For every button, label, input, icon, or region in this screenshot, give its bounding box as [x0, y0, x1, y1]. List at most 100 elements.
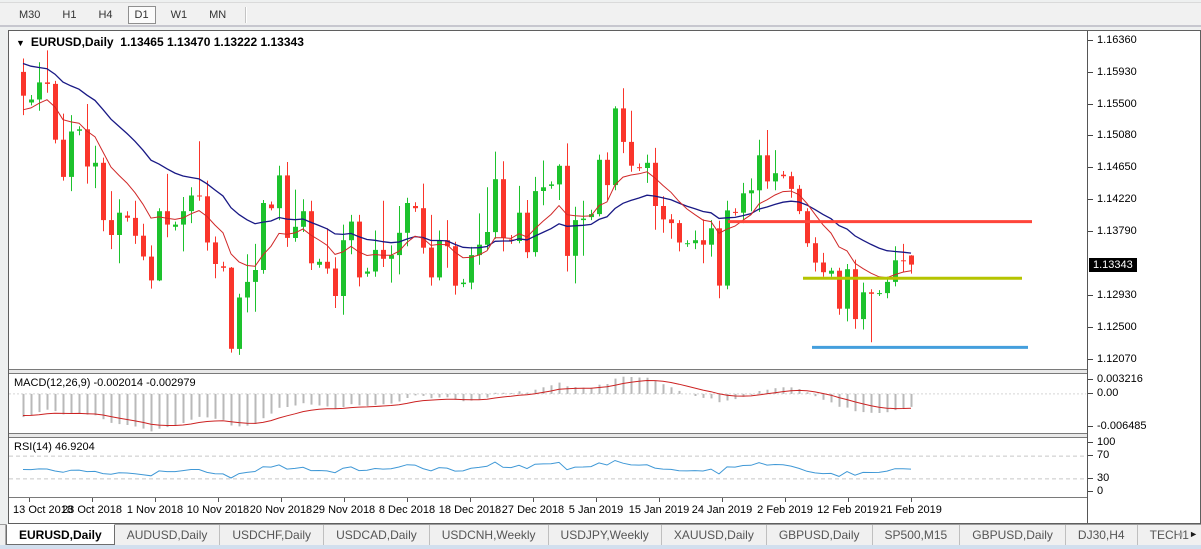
time-axis-label: 8 Dec 2018 [378, 504, 436, 516]
time-axis-label: 20 Nov 2018 [249, 504, 313, 516]
tabbar-left-notch [0, 525, 6, 545]
macd-signal-line [22, 379, 912, 426]
time-axis-tick [911, 498, 912, 502]
price-axis-label-tick [1088, 327, 1093, 329]
price-axis-label-tick [1088, 39, 1093, 41]
macd-panel[interactable]: MACD(12,26,9) -0.002014 -0.002979 [9, 373, 1088, 434]
tab-usdcad-daily[interactable]: USDCAD,Daily [324, 525, 430, 545]
price-axis-label: 1.15500 [1097, 97, 1137, 110]
macd-axis-label-tick [1088, 379, 1093, 380]
rsi-line [22, 459, 912, 479]
price-axis-label-tick [1088, 295, 1093, 297]
tab-scroll-left-icon[interactable]: ◄ [1175, 529, 1185, 539]
price-axis-label: 1.12500 [1097, 321, 1137, 334]
price-axis-label-tick [1088, 103, 1093, 105]
timeframe-button-w1[interactable]: W1 [170, 9, 188, 21]
price-axis-label-tick [1088, 199, 1093, 201]
tab-eurusd-daily[interactable]: EURUSD,Daily [6, 524, 115, 545]
macd-label: MACD(12,26,9) -0.002014 -0.002979 [14, 377, 196, 389]
time-axis-label: 27 Dec 2018 [501, 504, 565, 516]
price-axis-label-tick [1088, 359, 1093, 361]
price-axis-label: 1.12070 [1097, 353, 1137, 366]
price-axis-label: 1.12930 [1097, 289, 1137, 302]
time-axis-label: 12 Feb 2019 [817, 504, 879, 516]
ma-fast-line [22, 99, 912, 279]
rsi-panel[interactable]: RSI(14) 46.9204 [9, 437, 1088, 498]
rsi-axis-label-tick [1088, 455, 1093, 457]
macd-axis-label-tick [1088, 426, 1093, 427]
chart-symbol-period: EURUSD,Daily [30, 35, 114, 49]
time-axis-label: 1 Nov 2018 [126, 504, 184, 516]
price-axis-label: 1.15930 [1097, 65, 1137, 78]
macd-chart[interactable] [9, 375, 1086, 432]
timeframe-button-d1[interactable]: D1 [127, 6, 156, 24]
tab-scroll-right-icon[interactable]: ► [1189, 529, 1198, 539]
time-axis-label: 23 Oct 2018 [62, 504, 122, 516]
tab-usdcnh-weekly[interactable]: USDCNH,Weekly [430, 525, 549, 545]
timeframe-button-mn[interactable]: MN [209, 9, 227, 21]
rsi-axis-label-tick [1088, 442, 1093, 443]
timeframe-toolbar: M30 H1 H4 D1 W1 MN [0, 2, 1201, 27]
time-axis-label: 21 Feb 2019 [880, 504, 942, 516]
chart-dropdown-icon[interactable]: ▼ [16, 38, 25, 48]
tab-gbpusd-daily[interactable]: GBPUSD,Daily [767, 525, 873, 545]
current-price-tag: 1.13343 [1089, 257, 1137, 272]
candlestick-chart[interactable] [9, 31, 1086, 369]
timeframe-button-h4[interactable]: H4 [98, 9, 113, 21]
rsi-chart[interactable] [9, 439, 1086, 496]
timeframe-button-m30[interactable]: M30 [19, 9, 41, 21]
tab-gbpusd-daily[interactable]: GBPUSD,Daily [960, 525, 1066, 545]
rsi-label: RSI(14) 46.9204 [14, 441, 95, 453]
time-axis-tick [29, 498, 30, 502]
price-chart-panel[interactable]: ▼ EURUSD,Daily 1.13465 1.13470 1.13222 1.… [9, 31, 1088, 370]
rsi-axis-label: 0 [1097, 485, 1104, 497]
tab-audusd-daily[interactable]: AUDUSD,Daily [115, 525, 221, 545]
tab-scroll-controls: ◄ ► [1175, 529, 1198, 539]
chart-title: ▼ EURUSD,Daily 1.13465 1.13470 1.13222 1.… [16, 35, 304, 49]
time-axis-label: 18 Dec 2018 [438, 504, 502, 516]
macd-histogram [22, 376, 913, 432]
rsi-axis-label-tick [1088, 477, 1093, 479]
time-axis-label: 10 Nov 2018 [186, 504, 250, 516]
tab-usdjpy-weekly[interactable]: USDJPY,Weekly [549, 525, 662, 545]
tab-sp500-m15[interactable]: SP500,M15 [873, 525, 961, 545]
bottom-edge-strip [0, 545, 1201, 549]
macd-axis-label: -0.006485 [1097, 420, 1147, 432]
rsi-axis-label-tick [1088, 491, 1093, 492]
bar-high-value: 1.13470 [167, 35, 211, 49]
price-axis[interactable]: 1.16360 1.15930 1.15500 1.15080 1.14650 1.142… [1087, 31, 1200, 523]
macd-axis-label-tick [1088, 392, 1093, 394]
tab-dj30-h4[interactable]: DJ30,H4 [1066, 525, 1138, 545]
chart-tab-bar: EURUSD,Daily AUDUSD,Daily USDCHF,Daily USDC… [0, 524, 1201, 545]
tab-xauusd-daily[interactable]: XAUUSD,Daily [662, 525, 767, 545]
price-axis-label: 1.16360 [1097, 33, 1137, 46]
time-axis-tick [848, 498, 849, 502]
price-axis-label: 1.15080 [1097, 129, 1137, 142]
time-axis-tick [596, 498, 597, 502]
time-axis-label: 15 Jan 2019 [628, 504, 690, 516]
time-axis-tick [659, 498, 660, 502]
time-axis-tick [722, 498, 723, 502]
price-axis-label-tick [1088, 135, 1093, 137]
time-axis-tick [407, 498, 408, 502]
candlestick-series [21, 50, 914, 355]
price-axis-label: 1.14220 [1097, 193, 1137, 206]
time-axis-tick [281, 498, 282, 502]
rsi-axis-label: 30 [1097, 471, 1110, 484]
time-axis[interactable]: 13 Oct 2018 23 Oct 2018 1 Nov 2018 10 Nov 2… [9, 498, 1088, 523]
tab-tech1[interactable]: TECH1 [1149, 528, 1189, 542]
macd-axis-label: 0.003216 [1097, 373, 1143, 385]
rsi-axis-label: 70 [1097, 449, 1110, 462]
tab-usdchf-daily[interactable]: USDCHF,Daily [220, 525, 325, 545]
bar-low-value: 1.13222 [213, 35, 258, 49]
timeframe-buttons: M30 H1 H4 D1 W1 MN [4, 5, 248, 25]
time-axis-label: 2 Feb 2019 [757, 504, 813, 516]
rsi-axis-label: 100 [1097, 436, 1116, 448]
toolbar-separator [245, 7, 248, 23]
price-axis-label: 1.13790 [1097, 225, 1137, 238]
time-axis-tick [533, 498, 534, 502]
timeframe-button-h1[interactable]: H1 [62, 9, 77, 21]
bar-close-value: 1.13343 [260, 35, 304, 49]
time-axis-tick [344, 498, 345, 502]
